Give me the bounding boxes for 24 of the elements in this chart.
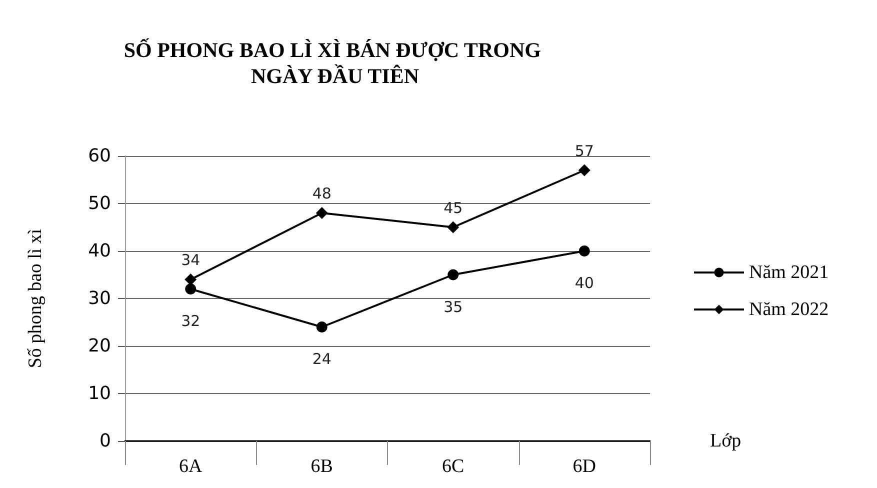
- legend-label: Năm 2022: [749, 299, 829, 320]
- y-tick-label: 20: [88, 336, 111, 356]
- data-label: 34: [181, 251, 200, 269]
- y-tick-label: 40: [88, 240, 111, 262]
- data-label: 45: [444, 198, 463, 217]
- data-label: 35: [444, 298, 463, 316]
- y-tick-label: 0: [100, 430, 111, 452]
- data-label: 32: [181, 312, 200, 330]
- x-axis-title: Lớp: [710, 430, 742, 452]
- y-tick-label: 50: [88, 193, 111, 214]
- y-tick-label: 30: [88, 288, 111, 309]
- x-tick-label: 6D: [572, 456, 596, 477]
- chart-title: SỐ PHONG BAO LÌ XÌ BÁN ĐƯỢC TRONG NGÀY ĐẦU TIÊN: [124, 38, 546, 88]
- x-tick-label: 6B: [310, 456, 333, 477]
- y-axis-title: Số phong bao lì xì: [25, 228, 46, 368]
- y-tick-label: 60: [88, 146, 111, 166]
- legend-label: Năm 2021: [749, 262, 829, 283]
- x-tick-label: 6A: [179, 456, 203, 477]
- data-label: 40: [574, 274, 594, 292]
- y-tick-label: 10: [88, 383, 111, 404]
- data-label: 24: [312, 350, 332, 368]
- data-label: 48: [312, 184, 332, 202]
- data-label: 57: [574, 142, 594, 160]
- x-tick-label: 6C: [442, 456, 464, 477]
